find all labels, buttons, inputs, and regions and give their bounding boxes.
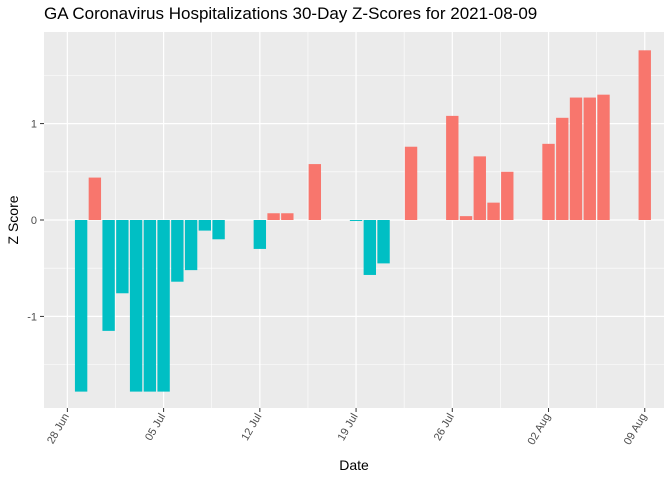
x-axis-title: Date <box>339 457 369 473</box>
bar <box>253 220 267 249</box>
bar <box>638 50 651 220</box>
bar <box>88 177 102 220</box>
bar <box>171 220 184 282</box>
bar <box>377 220 390 264</box>
bars <box>74 50 651 392</box>
bar <box>116 220 129 294</box>
bar <box>473 156 486 220</box>
bar <box>184 220 198 271</box>
bar <box>583 97 596 220</box>
bar <box>74 220 88 392</box>
y-tick-label: -1 <box>27 311 37 323</box>
bar <box>501 171 514 220</box>
y-axis-title: Z Score <box>5 195 21 244</box>
bar <box>267 213 280 220</box>
bar <box>597 94 610 220</box>
bar <box>308 164 322 220</box>
x-tick-label: 02 Aug <box>526 412 554 448</box>
bar <box>363 220 376 275</box>
bar <box>556 117 569 220</box>
chart-title: GA Coronavirus Hospitalizations 30-Day Z… <box>44 4 538 23</box>
y-tick-label: 1 <box>31 119 37 131</box>
x-tick-label: 05 Jul <box>143 412 168 443</box>
bar <box>349 220 363 221</box>
x-tick-label: 28 Jun <box>45 412 72 447</box>
bar <box>102 220 115 331</box>
bar <box>281 213 294 220</box>
bar <box>129 220 143 392</box>
bar <box>212 220 225 240</box>
bar <box>459 216 473 220</box>
bar <box>157 220 170 392</box>
y-tick-label: 0 <box>31 215 37 227</box>
x-tick-label: 09 Aug <box>622 412 650 448</box>
x-tick-label: 12 Jul <box>239 412 264 443</box>
bar <box>569 97 583 220</box>
bar <box>143 220 157 392</box>
bar <box>198 220 212 231</box>
bar <box>446 115 459 220</box>
bar <box>542 143 555 220</box>
x-tick-label: 19 Jul <box>336 412 361 443</box>
bar <box>404 146 418 220</box>
bar <box>487 202 500 220</box>
x-tick-label: 26 Jul <box>432 412 457 443</box>
